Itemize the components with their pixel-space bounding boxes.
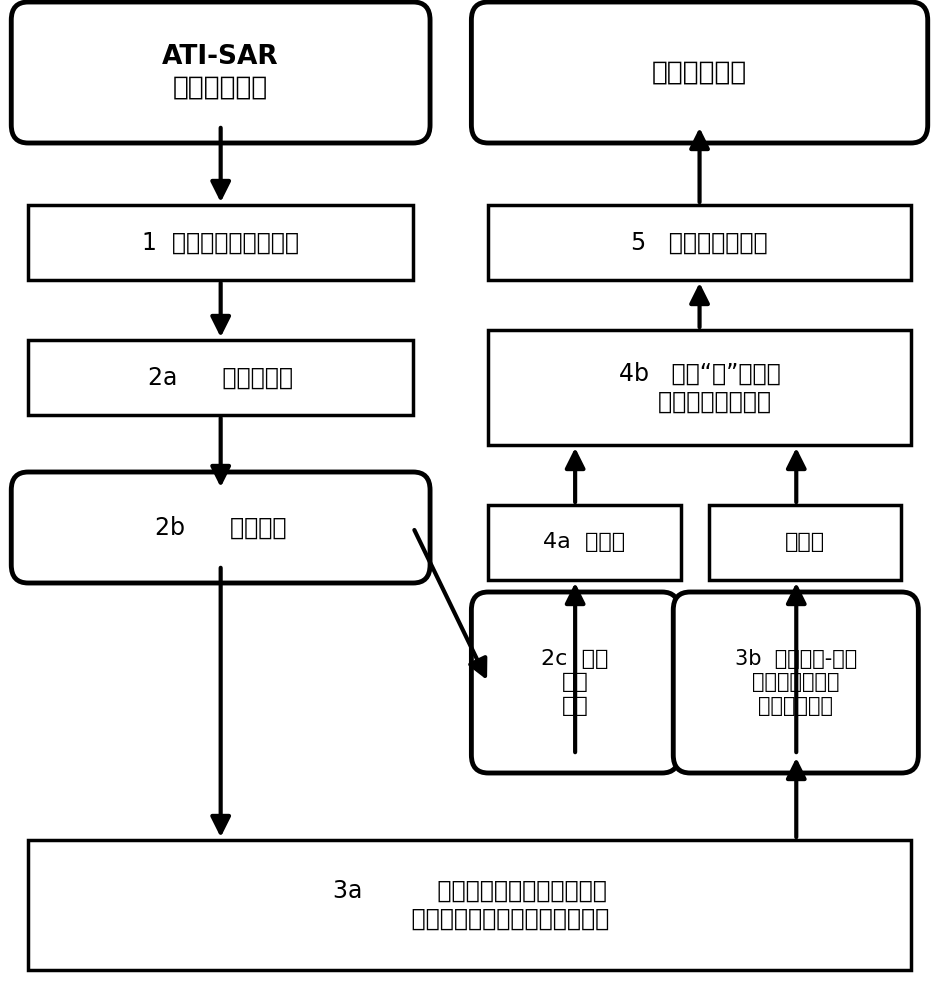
FancyBboxPatch shape — [709, 505, 901, 580]
FancyBboxPatch shape — [471, 2, 928, 143]
Text: 3b  表征目标-海面
相对径向运动的
干涉相位分量: 3b 表征目标-海面 相对径向运动的 干涉相位分量 — [734, 649, 857, 716]
Text: 2c  干涉
幅度
分量: 2c 干涉 幅度 分量 — [542, 649, 608, 716]
FancyBboxPatch shape — [488, 330, 911, 445]
FancyBboxPatch shape — [11, 472, 430, 583]
FancyBboxPatch shape — [471, 592, 679, 773]
FancyBboxPatch shape — [28, 205, 413, 280]
FancyBboxPatch shape — [673, 592, 918, 773]
FancyBboxPatch shape — [11, 2, 430, 143]
Text: 2b      复干涉图: 2b 复干涉图 — [155, 516, 286, 540]
Text: 归一化: 归一化 — [785, 532, 825, 552]
Text: 2a      复干涉处理: 2a 复干涉处理 — [148, 366, 293, 390]
FancyBboxPatch shape — [28, 340, 413, 415]
Text: ATI-SAR
双通道复图像: ATI-SAR 双通道复图像 — [162, 44, 279, 101]
FancyBboxPatch shape — [28, 840, 911, 970]
Text: 1  由粗到精的图像配准: 1 由粗到精的图像配准 — [142, 231, 300, 254]
Text: 目标检测结果: 目标检测结果 — [652, 60, 747, 86]
Text: 4b   基于“模”相关的
    干涉幅相信息融合: 4b 基于“模”相关的 干涉幅相信息融合 — [619, 362, 780, 413]
Text: 5   自适应阈值检测: 5 自适应阈值检测 — [631, 231, 768, 254]
FancyBboxPatch shape — [488, 505, 681, 580]
Text: 4a  归一化: 4a 归一化 — [544, 532, 625, 552]
FancyBboxPatch shape — [488, 205, 911, 280]
Text: 3a          基于自动索引和区域分解的
           海杂波等效干涉相位估计与对消: 3a 基于自动索引和区域分解的 海杂波等效干涉相位估计与对消 — [330, 879, 609, 931]
